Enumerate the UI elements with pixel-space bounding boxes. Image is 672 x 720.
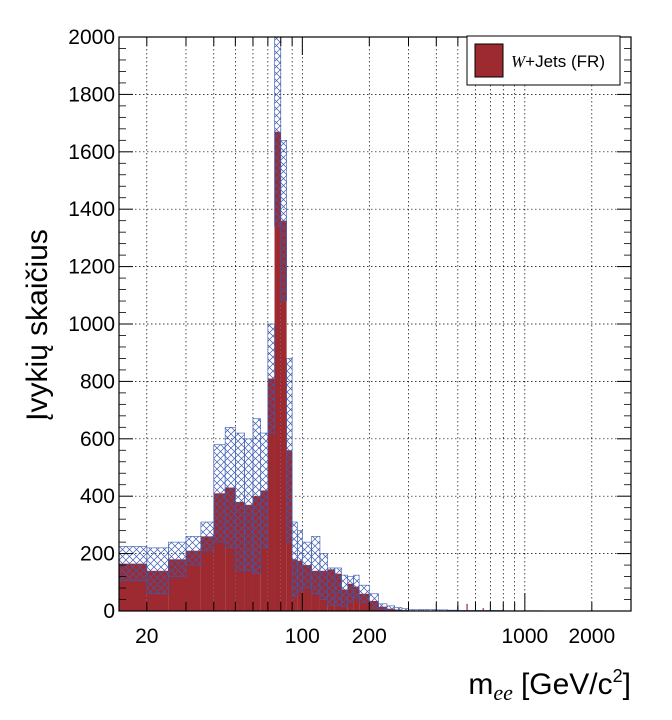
uncertainty-box	[334, 567, 342, 606]
x-axis-title-close: ]	[623, 668, 631, 701]
x-axis-title: mee [GeV/c2]	[468, 666, 631, 705]
histogram-bar	[280, 220, 287, 611]
x-tick-label: 20	[135, 625, 158, 648]
grid-lines	[119, 37, 631, 611]
y-tick-label: 2000	[68, 26, 115, 49]
legend-swatch	[474, 43, 504, 78]
legend: W+Jets (FR)	[466, 35, 621, 86]
uncertainty-box	[213, 444, 226, 543]
uncertainty-box	[341, 574, 349, 607]
uncertainty-box	[319, 553, 328, 600]
uncertainty-box	[200, 521, 215, 552]
legend-label-text: W+Jets (FR)	[511, 52, 605, 71]
x-axis-title-sub: ee	[493, 680, 513, 705]
y-tick-label: 1400	[68, 198, 115, 221]
x-axis-title-main: m	[468, 668, 493, 701]
x-axis-title-unit: [GeV/c	[521, 668, 613, 701]
tick-labels: 0 200 400 600 800 1000 1200 1400 1600 1800 2000 20 1…	[68, 26, 615, 648]
x-tick-label: 200	[352, 625, 387, 648]
y-tick-label: 1800	[68, 83, 115, 106]
y-tick-label: 0	[103, 600, 115, 623]
legend-label-rest: +Jets (FR)	[525, 52, 605, 71]
uncertainty-box	[311, 536, 321, 595]
uncertainty-box	[291, 521, 298, 597]
uncertainty-box	[353, 574, 360, 599]
y-tick-label: 200	[80, 543, 115, 566]
histogram-bar	[353, 586, 360, 611]
uncertainty-box	[286, 358, 293, 543]
uncertainty-box	[347, 576, 354, 603]
uncertainty-box	[274, 36, 282, 227]
legend-label-italic: W	[511, 52, 527, 71]
uncertainty-box	[327, 567, 336, 606]
x-tick-label: 1000	[501, 625, 548, 648]
histogram-bar	[200, 536, 214, 611]
uncertainty-box	[260, 432, 269, 549]
y-axis-title: Įvykių skaičius	[21, 229, 54, 421]
uncertainty-box	[224, 427, 236, 549]
uncertainty-box	[386, 605, 395, 612]
uncertainty-box	[185, 536, 202, 566]
histogram-bar	[213, 493, 226, 611]
x-axis-title-sup: 2	[613, 666, 623, 686]
uncertainty-box	[146, 547, 169, 595]
legend-label: W+Jets (FR)	[511, 52, 605, 71]
uncertainty-box	[302, 541, 312, 589]
uncertainty-box	[168, 541, 187, 577]
uncertainty-box	[378, 603, 388, 610]
y-tick-label: 600	[80, 428, 115, 451]
axes	[118, 36, 632, 612]
uncertainty-box	[280, 140, 287, 302]
histogram-bar	[274, 131, 281, 611]
uncertainty-box	[235, 432, 245, 572]
uncertainty-band	[118, 36, 543, 612]
uncertainty-box	[252, 418, 261, 574]
y-tick-label: 1000	[68, 313, 115, 336]
uncertainty-box	[118, 546, 148, 582]
histogram-bar	[267, 378, 275, 611]
histogram-bar	[225, 487, 236, 611]
x-tick-label: 100	[285, 625, 320, 648]
y-tick-label: 400	[80, 485, 115, 508]
histogram-bar	[185, 550, 201, 611]
uncertainty-box	[369, 593, 379, 609]
y-tick-label: 1200	[68, 256, 115, 279]
uncertainty-box	[358, 584, 370, 603]
x-tick-label: 2000	[568, 625, 615, 648]
histogram-bar	[260, 490, 268, 611]
y-tick-label: 800	[80, 370, 115, 393]
uncertainty-box	[267, 323, 275, 434]
uncertainty-box	[297, 530, 303, 592]
uncertainty-box	[244, 438, 254, 572]
y-tick-label: 1600	[68, 141, 115, 164]
